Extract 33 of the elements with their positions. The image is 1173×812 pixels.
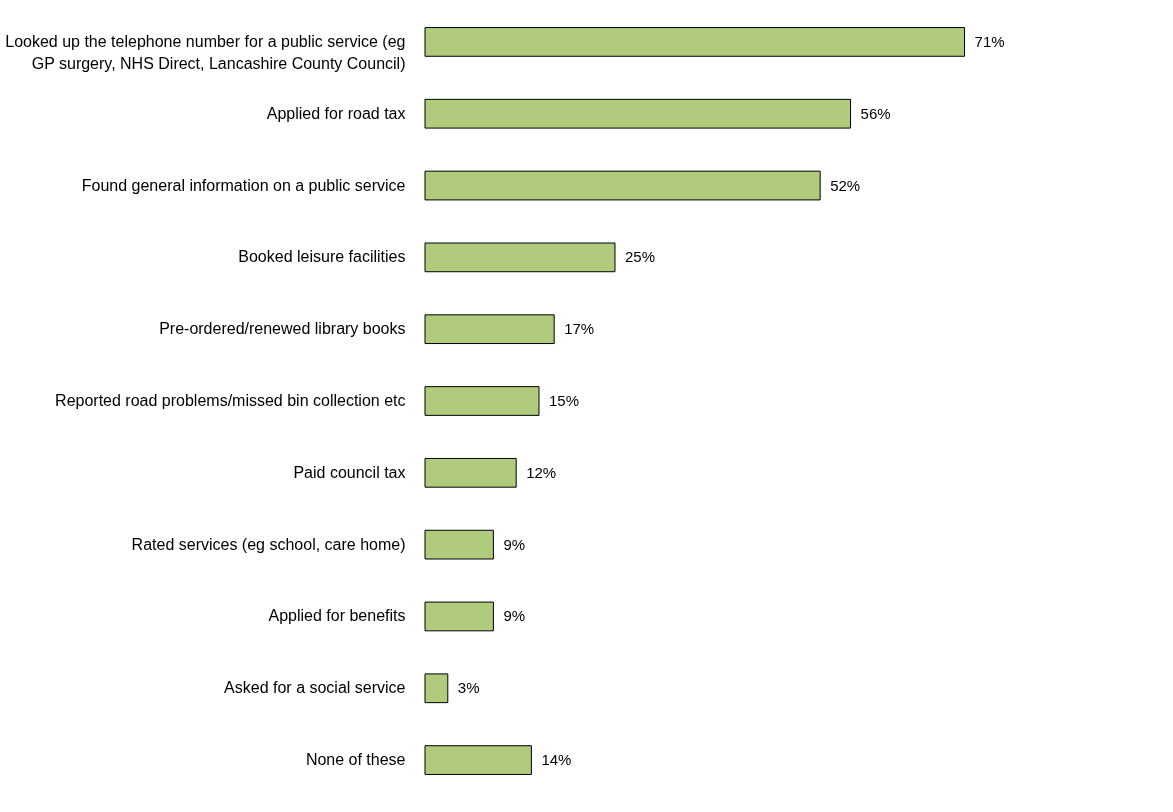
bar <box>424 673 449 704</box>
data-label: 12% <box>526 463 557 481</box>
data-label: 9% <box>503 607 526 625</box>
y-tick-label: Applied for road tax <box>266 104 406 122</box>
y-tick-label: Asked for a social service <box>224 679 406 697</box>
bar <box>424 314 555 345</box>
bar <box>424 386 540 416</box>
y-tick-label: Paid council tax <box>293 463 406 481</box>
bar <box>424 242 616 273</box>
bar <box>424 98 852 129</box>
y-tick-label: Found general information on a public service <box>81 176 406 194</box>
data-label: 14% <box>541 751 572 769</box>
y-tick-label: Booked leisure facilities <box>238 248 406 266</box>
y-tick-label: Applied for benefits <box>268 607 406 625</box>
y-tick-label: Reported road problems/missed bin collection etc <box>55 392 406 409</box>
bar <box>424 529 494 560</box>
bar <box>424 457 517 488</box>
y-tick-label: None of these <box>305 751 406 769</box>
y-tick-label: Looked up the telephone number for a public service (eg GP surgery, NHS Direct, Lancashire County Council) <box>5 32 406 72</box>
bar <box>424 170 821 201</box>
data-label: 3% <box>457 679 480 697</box>
data-label: 52% <box>830 176 861 194</box>
data-label: 71% <box>974 32 1005 50</box>
y-tick-label: Pre-ordered/renewed library books <box>159 320 406 338</box>
data-label: 9% <box>503 535 526 553</box>
data-label: 17% <box>564 320 595 338</box>
bar <box>424 27 966 57</box>
data-label: 15% <box>548 392 580 409</box>
y-tick-label: Rated services (eg school, care home) <box>131 535 406 553</box>
data-label: 25% <box>624 248 656 266</box>
bar <box>424 745 532 775</box>
data-label: 56% <box>860 104 891 122</box>
bar <box>424 601 494 632</box>
